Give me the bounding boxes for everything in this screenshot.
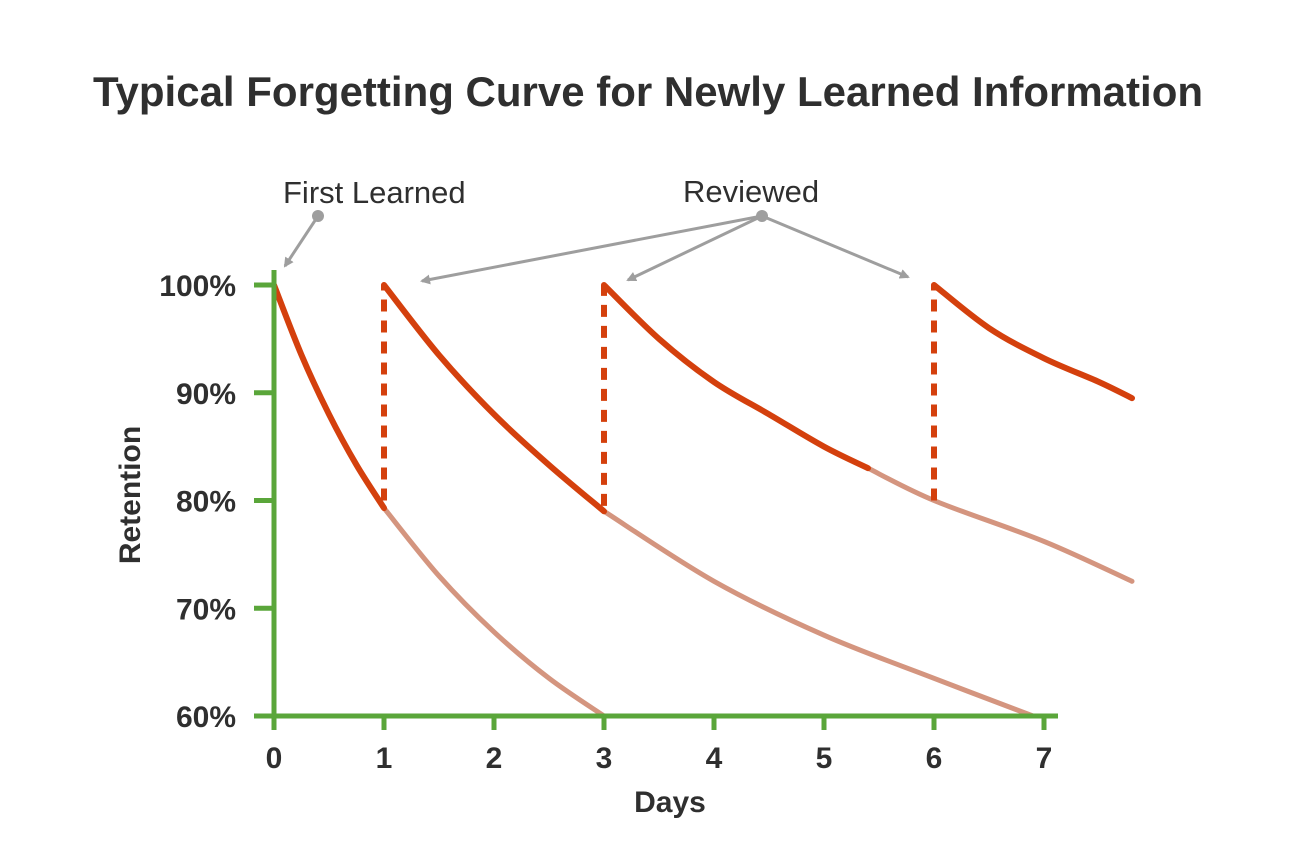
curve-solid-3: [931, 282, 1135, 402]
curve-solid-0: [271, 282, 387, 512]
annotation-arrow-review-2: [626, 214, 763, 282]
annotations: First Learned Reviewed: [283, 174, 910, 285]
y-axis-label: Retention: [114, 426, 147, 564]
x-tick-label: 7: [1036, 742, 1053, 775]
y-tick-label: 70%: [176, 593, 236, 626]
x-axis-label: Days: [634, 786, 706, 819]
curve-faded-0: [381, 505, 607, 719]
curve-solid-2: [601, 282, 871, 472]
chart-title: Typical Forgetting Curve for Newly Learn…: [93, 68, 1203, 115]
y-tick-label: 100%: [159, 270, 236, 303]
annotation-first-learned: First Learned: [283, 175, 466, 210]
x-tick-label: 2: [486, 742, 503, 775]
x-tick-label: 0: [266, 742, 283, 775]
annotation-arrow-first-learned: [283, 215, 320, 268]
x-tick-label: 3: [596, 742, 613, 775]
chart-marks: [271, 282, 1135, 719]
chart-ticks: 100% 90% 80% 70% 60% 0 1 2 3 4 5 6 7: [159, 270, 1052, 775]
y-tick-label: 60%: [176, 701, 236, 734]
y-tick-label: 80%: [176, 486, 236, 519]
curve-faded-1: [601, 508, 1036, 719]
x-tick-label: 4: [706, 742, 723, 775]
curve-faded-2: [865, 465, 1135, 584]
annotation-arrow-review-3: [761, 214, 910, 279]
chart-axes: [256, 270, 1058, 719]
x-tick-label: 1: [376, 742, 393, 775]
y-tick-label: 90%: [176, 378, 236, 411]
x-tick-label: 6: [926, 742, 943, 775]
curve-solid-1: [381, 282, 607, 515]
annotation-arrow-review-1: [420, 214, 763, 285]
annotation-reviewed: Reviewed: [683, 174, 819, 209]
x-tick-label: 5: [816, 742, 833, 775]
